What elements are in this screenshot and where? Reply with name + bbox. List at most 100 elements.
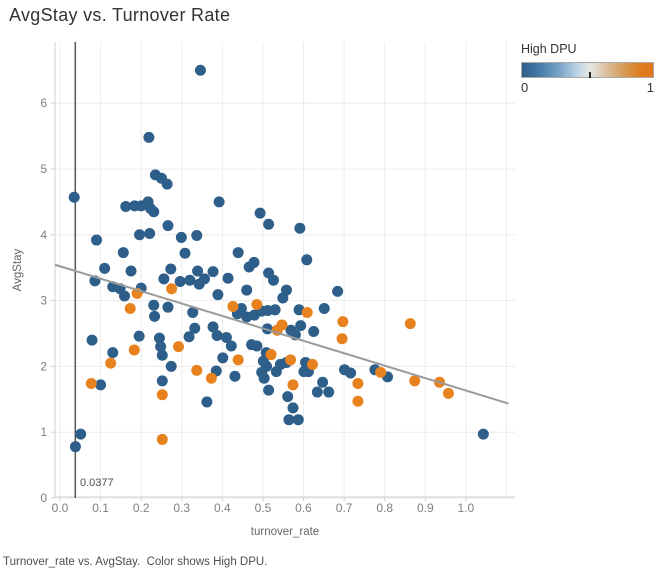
data-point-blue[interactable] xyxy=(148,299,160,311)
data-point-orange[interactable] xyxy=(404,318,416,330)
data-point-blue[interactable] xyxy=(119,290,131,302)
data-point-orange[interactable] xyxy=(336,333,348,345)
trend-line[interactable] xyxy=(54,263,509,405)
data-point-blue[interactable] xyxy=(155,341,167,353)
data-point-blue[interactable] xyxy=(91,234,103,246)
data-point-blue[interactable] xyxy=(225,340,237,352)
data-point-blue[interactable] xyxy=(258,372,270,384)
data-point-blue[interactable] xyxy=(318,302,330,314)
data-point-blue[interactable] xyxy=(287,402,299,414)
data-point-blue[interactable] xyxy=(213,196,225,208)
data-point-orange[interactable] xyxy=(409,375,421,387)
data-point-blue[interactable] xyxy=(282,391,294,403)
color-legend[interactable]: High DPU 0 1 xyxy=(521,42,654,95)
data-point-orange[interactable] xyxy=(227,301,239,313)
data-point-orange[interactable] xyxy=(352,378,364,390)
data-point-blue[interactable] xyxy=(269,304,281,316)
data-point-blue[interactable] xyxy=(477,428,489,440)
data-point-orange[interactable] xyxy=(265,349,277,361)
data-point-blue[interactable] xyxy=(86,334,98,346)
data-point-blue[interactable] xyxy=(174,276,186,288)
data-point-orange[interactable] xyxy=(128,344,140,356)
data-point-blue[interactable] xyxy=(134,229,146,241)
data-point-blue[interactable] xyxy=(158,273,170,285)
data-point-blue[interactable] xyxy=(317,376,329,388)
data-point-blue[interactable] xyxy=(217,352,229,364)
data-point-blue[interactable] xyxy=(323,386,335,398)
data-point-blue[interactable] xyxy=(194,64,206,76)
data-point-blue[interactable] xyxy=(198,273,210,285)
data-point-orange[interactable] xyxy=(173,341,185,353)
data-point-blue[interactable] xyxy=(156,375,168,387)
data-point-blue[interactable] xyxy=(187,306,199,318)
data-point-orange[interactable] xyxy=(205,372,217,384)
data-point-blue[interactable] xyxy=(148,206,160,218)
data-point-blue[interactable] xyxy=(68,191,80,203)
data-point-orange[interactable] xyxy=(352,395,364,407)
data-point-blue[interactable] xyxy=(211,329,223,341)
data-point-blue[interactable] xyxy=(241,284,253,296)
data-point-blue[interactable] xyxy=(165,263,177,275)
data-point-orange[interactable] xyxy=(156,433,168,445)
data-point-blue[interactable] xyxy=(125,265,137,277)
data-point-blue[interactable] xyxy=(220,331,232,343)
data-point-blue[interactable] xyxy=(192,265,204,277)
data-point-orange[interactable] xyxy=(191,364,203,376)
data-point-blue[interactable] xyxy=(179,247,191,259)
data-point-blue[interactable] xyxy=(232,247,244,259)
data-point-blue[interactable] xyxy=(308,326,320,338)
data-point-blue[interactable] xyxy=(165,360,177,372)
data-point-blue[interactable] xyxy=(267,274,279,286)
data-point-orange[interactable] xyxy=(375,366,387,378)
data-point-blue[interactable] xyxy=(153,332,165,344)
data-point-orange[interactable] xyxy=(285,354,297,366)
data-point-blue[interactable] xyxy=(99,262,111,274)
data-point-blue[interactable] xyxy=(229,370,241,382)
data-point-blue[interactable] xyxy=(161,178,173,190)
data-point-blue[interactable] xyxy=(311,386,323,398)
data-point-blue[interactable] xyxy=(149,310,161,322)
data-point-blue[interactable] xyxy=(263,218,275,230)
data-point-blue[interactable] xyxy=(201,396,213,408)
data-point-blue[interactable] xyxy=(294,222,306,234)
data-point-blue[interactable] xyxy=(283,414,295,426)
data-point-blue[interactable] xyxy=(251,340,263,352)
data-point-blue[interactable] xyxy=(175,231,187,243)
legend-gradient-bar[interactable] xyxy=(521,62,654,78)
data-point-orange[interactable] xyxy=(337,316,349,328)
data-point-blue[interactable] xyxy=(345,367,357,379)
data-point-blue[interactable] xyxy=(207,321,219,333)
data-point-orange[interactable] xyxy=(251,299,263,311)
data-point-blue[interactable] xyxy=(107,347,119,359)
data-point-blue[interactable] xyxy=(191,229,203,241)
data-point-orange[interactable] xyxy=(306,358,318,370)
data-point-blue[interactable] xyxy=(75,428,87,440)
data-point-orange[interactable] xyxy=(124,302,136,314)
data-point-orange[interactable] xyxy=(156,389,168,401)
data-point-orange[interactable] xyxy=(85,378,97,390)
data-point-orange[interactable] xyxy=(287,379,299,391)
data-point-blue[interactable] xyxy=(133,330,145,342)
data-point-blue[interactable] xyxy=(143,131,155,143)
data-point-blue[interactable] xyxy=(332,285,344,297)
data-point-blue[interactable] xyxy=(183,331,195,343)
data-point-blue[interactable] xyxy=(162,301,174,313)
data-point-orange[interactable] xyxy=(442,387,454,399)
data-point-blue[interactable] xyxy=(254,207,266,219)
data-point-blue[interactable] xyxy=(207,266,219,278)
data-point-blue[interactable] xyxy=(248,256,260,268)
data-point-blue[interactable] xyxy=(277,292,289,304)
data-point-orange[interactable] xyxy=(105,357,117,369)
data-point-blue[interactable] xyxy=(301,254,313,266)
data-point-orange[interactable] xyxy=(166,283,178,295)
data-point-orange[interactable] xyxy=(301,306,313,318)
data-point-blue[interactable] xyxy=(222,272,234,284)
data-point-blue[interactable] xyxy=(117,247,129,259)
data-point-blue[interactable] xyxy=(292,414,304,426)
data-point-blue[interactable] xyxy=(212,289,224,301)
data-point-blue[interactable] xyxy=(156,349,168,361)
data-point-blue[interactable] xyxy=(263,384,275,396)
data-point-blue[interactable] xyxy=(69,441,81,453)
data-point-blue[interactable] xyxy=(144,227,156,239)
data-point-blue[interactable] xyxy=(189,322,201,334)
